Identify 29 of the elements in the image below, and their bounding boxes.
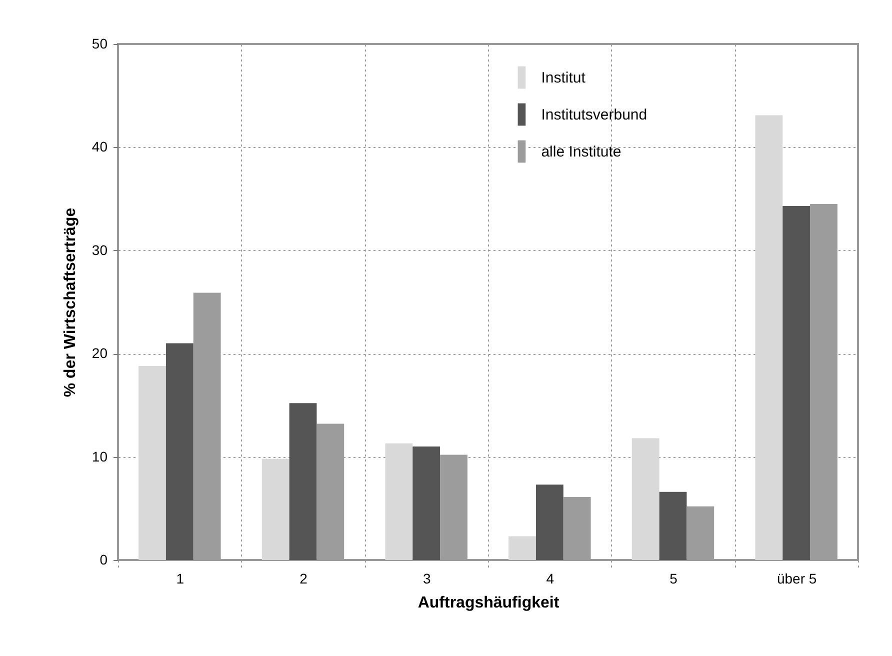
y-axis-title: % der Wirtschaftserträge — [62, 208, 79, 398]
y-tick-label: 0 — [100, 552, 108, 568]
bar — [536, 484, 564, 560]
bar — [755, 115, 783, 560]
x-tick-label: über 5 — [776, 570, 817, 586]
bar — [412, 446, 440, 560]
x-tick-label: 1 — [176, 570, 184, 586]
bar — [166, 343, 194, 560]
x-tick-label: 5 — [670, 570, 678, 586]
bar — [262, 458, 290, 560]
legend-label: Institut — [541, 70, 586, 86]
x-tick-label: 3 — [422, 570, 431, 586]
bar — [782, 206, 810, 560]
bar — [632, 438, 660, 560]
y-tick-label: 50 — [92, 36, 108, 52]
bar — [385, 443, 413, 560]
y-tick-label: 40 — [92, 138, 108, 155]
bar — [289, 403, 317, 560]
legend-label: alle Institute — [541, 144, 622, 160]
y-tick-label: 10 — [92, 448, 108, 464]
bar — [659, 492, 687, 560]
bar — [138, 366, 166, 560]
bar — [508, 536, 536, 560]
legend-label: Institutsverbund — [541, 106, 648, 124]
x-tick-label: 2 — [300, 570, 308, 586]
x-axis-title: Auftragshäufigkeit — [418, 594, 560, 612]
y-tick-label: 30 — [92, 242, 108, 258]
y-tick-label: 20 — [92, 345, 108, 362]
x-tick-label: 4 — [546, 570, 554, 586]
